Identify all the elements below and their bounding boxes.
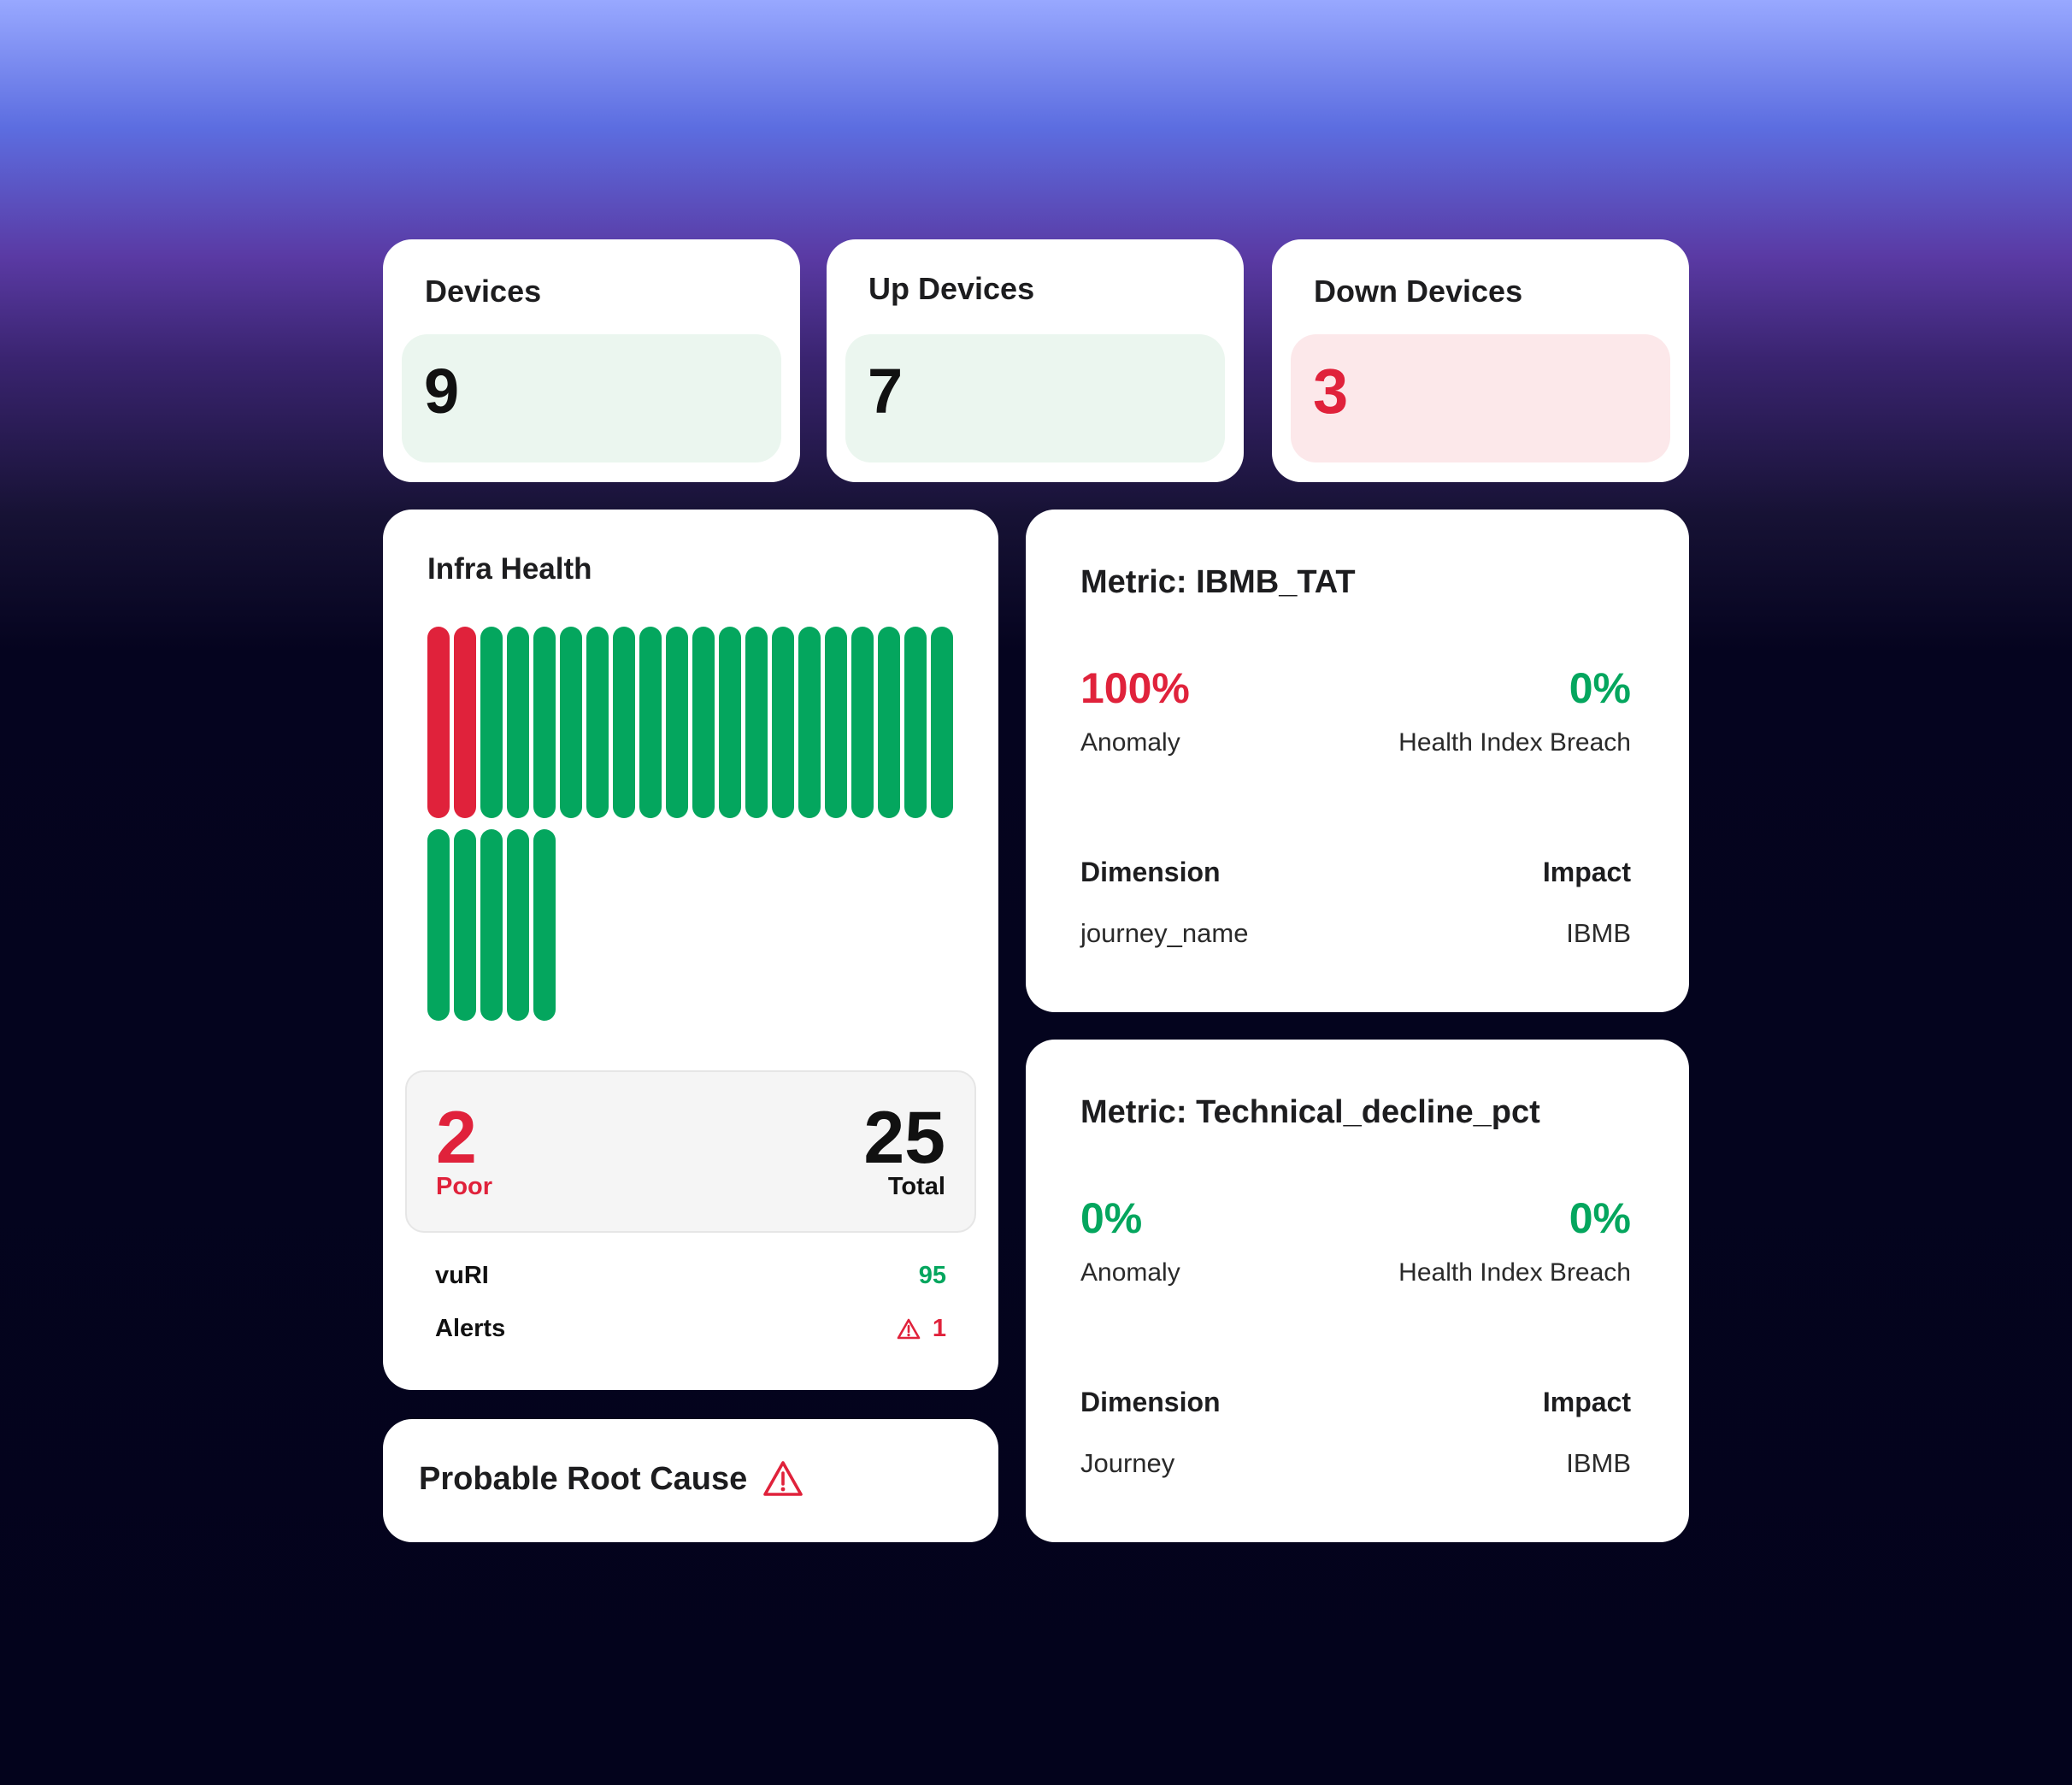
metric-title: Metric: IBMB_TAT <box>1080 564 1356 600</box>
health-bar-good[interactable] <box>666 627 688 818</box>
impact-value: IBMB <box>1566 918 1631 948</box>
infra-summary-panel: 2 Poor 25 Total <box>405 1070 976 1233</box>
health-bar-good[interactable] <box>586 627 609 818</box>
devices-card[interactable]: Devices 9 <box>383 239 800 482</box>
health-bar-good[interactable] <box>533 829 556 1021</box>
health-bar-good[interactable] <box>692 627 715 818</box>
health-bar-good[interactable] <box>613 627 635 818</box>
poor-count: 2 <box>436 1097 477 1179</box>
health-bar-good[interactable] <box>507 627 529 818</box>
down-devices-title: Down Devices <box>1314 274 1523 309</box>
alerts-value-group[interactable]: 1 <box>897 1315 946 1343</box>
health-bar-good[interactable] <box>772 627 794 818</box>
health-bar-good[interactable] <box>931 627 953 818</box>
health-bar-good[interactable] <box>480 829 503 1021</box>
anomaly-percentage: 100% <box>1080 664 1190 712</box>
vuri-row: vuRI 95 <box>435 1262 946 1296</box>
infra-health-bars <box>383 510 998 1390</box>
health-index-breach-label: Health Index Breach <box>1398 1258 1631 1287</box>
anomaly-label: Anomaly <box>1080 728 1180 757</box>
health-bar-poor[interactable] <box>454 627 476 818</box>
dimension-header: Dimension <box>1080 857 1221 887</box>
health-bar-poor[interactable] <box>427 627 450 818</box>
impact-header: Impact <box>1542 1387 1631 1417</box>
health-bar-good[interactable] <box>719 627 741 818</box>
anomaly-label: Anomaly <box>1080 1258 1180 1287</box>
down-devices-count: 3 <box>1313 356 1349 427</box>
down-devices-value-box: 3 <box>1291 334 1670 462</box>
vuri-label: vuRI <box>435 1262 489 1289</box>
health-bar-good[interactable] <box>480 627 503 818</box>
health-bar-good[interactable] <box>427 829 450 1021</box>
alerts-label: Alerts <box>435 1315 506 1342</box>
root-cause-card[interactable]: Probable Root Cause <box>383 1419 998 1542</box>
metric-card-technical-decline[interactable]: Metric: Technical_decline_pct 0% Anomaly… <box>1026 1040 1689 1542</box>
devices-value-box: 9 <box>402 334 781 462</box>
alerts-row[interactable]: Alerts 1 <box>435 1315 946 1349</box>
health-index-breach-percentage: 0% <box>1569 664 1631 712</box>
up-devices-card[interactable]: Up Devices 7 <box>827 239 1244 482</box>
root-cause-title: Probable Root Cause <box>419 1460 748 1497</box>
devices-count: 9 <box>424 356 460 427</box>
warning-triangle-icon <box>897 1318 921 1339</box>
alerts-count: 1 <box>932 1315 946 1342</box>
dimension-value: journey_name <box>1080 918 1249 948</box>
up-devices-count: 7 <box>868 356 904 427</box>
health-bar-good[interactable] <box>560 627 582 818</box>
metric-card-ibmb-tat[interactable]: Metric: IBMB_TAT 100% Anomaly 0% Health … <box>1026 510 1689 1012</box>
devices-title: Devices <box>425 274 542 309</box>
root-cause-title-row[interactable]: Probable Root Cause <box>419 1460 803 1498</box>
dimension-value: Journey <box>1080 1448 1175 1478</box>
infra-health-title: Infra Health <box>427 552 592 586</box>
dimension-header: Dimension <box>1080 1387 1221 1417</box>
impact-value: IBMB <box>1566 1448 1631 1478</box>
health-bar-good[interactable] <box>904 627 927 818</box>
up-devices-title: Up Devices <box>868 271 1035 306</box>
health-bar-good[interactable] <box>639 627 662 818</box>
health-index-breach-label: Health Index Breach <box>1398 728 1631 757</box>
health-bar-good[interactable] <box>851 627 874 818</box>
health-index-breach-percentage: 0% <box>1569 1194 1631 1242</box>
total-label: Total <box>887 1173 945 1200</box>
anomaly-percentage: 0% <box>1080 1194 1143 1242</box>
health-bar-good[interactable] <box>533 627 556 818</box>
down-devices-card[interactable]: Down Devices 3 <box>1272 239 1689 482</box>
health-bar-good[interactable] <box>825 627 847 818</box>
warning-triangle-icon <box>763 1461 803 1496</box>
impact-header: Impact <box>1542 857 1631 887</box>
vuri-value: 95 <box>918 1262 946 1289</box>
health-bar-good[interactable] <box>454 829 476 1021</box>
poor-label: Poor <box>436 1173 493 1200</box>
up-devices-value-box: 7 <box>845 334 1225 462</box>
health-bar-good[interactable] <box>507 829 529 1021</box>
health-bar-good[interactable] <box>798 627 821 818</box>
health-bar-good[interactable] <box>878 627 900 818</box>
health-bar-good[interactable] <box>745 627 768 818</box>
metric-title: Metric: Technical_decline_pct <box>1080 1094 1540 1130</box>
total-count: 25 <box>863 1097 945 1179</box>
infra-health-card[interactable]: Infra Health 2 Poor 25 Total vuRI 95 Ale… <box>383 510 998 1390</box>
